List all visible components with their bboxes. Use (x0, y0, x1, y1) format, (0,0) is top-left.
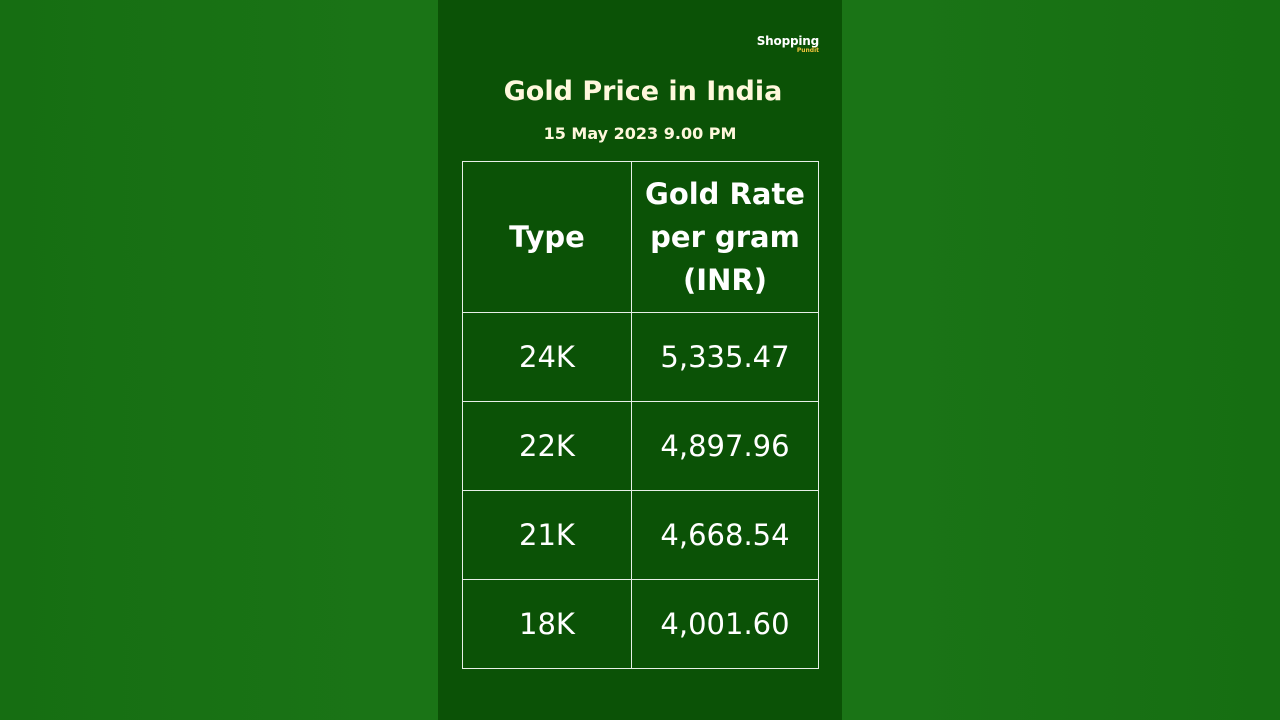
page-title: Gold Price in India (503, 76, 783, 107)
rate-cell: 5,335.47 (631, 312, 819, 402)
rate-cell: 4,001.60 (631, 579, 819, 669)
column-header-type: Type (462, 161, 632, 313)
type-cell: 21K (462, 490, 632, 580)
rate-cell: 4,668.54 (631, 490, 819, 580)
table-row: 22K 4,897.96 (462, 401, 819, 491)
type-cell: 22K (462, 401, 632, 491)
table-row: 24K 5,335.47 (462, 312, 819, 402)
price-card: Shopping Pundit Gold Price in India 15 M… (438, 0, 842, 720)
table-row: 18K 4,001.60 (462, 579, 819, 669)
type-cell: 24K (462, 312, 632, 402)
date-time: 15 May 2023 9.00 PM (543, 124, 737, 143)
logo-subtext: Pundit (796, 47, 819, 54)
shopping-pundit-logo: Shopping Pundit (757, 35, 819, 54)
logo-text: Shopping (756, 34, 819, 48)
gold-rate-table: Type Gold Rate per gram (INR) 24K 5,335.… (462, 161, 819, 669)
column-header-rate: Gold Rate per gram (INR) (631, 161, 819, 313)
type-cell: 18K (462, 579, 632, 669)
table-row: 21K 4,668.54 (462, 490, 819, 580)
table-header-row: Type Gold Rate per gram (INR) (462, 161, 819, 313)
rate-cell: 4,897.96 (631, 401, 819, 491)
